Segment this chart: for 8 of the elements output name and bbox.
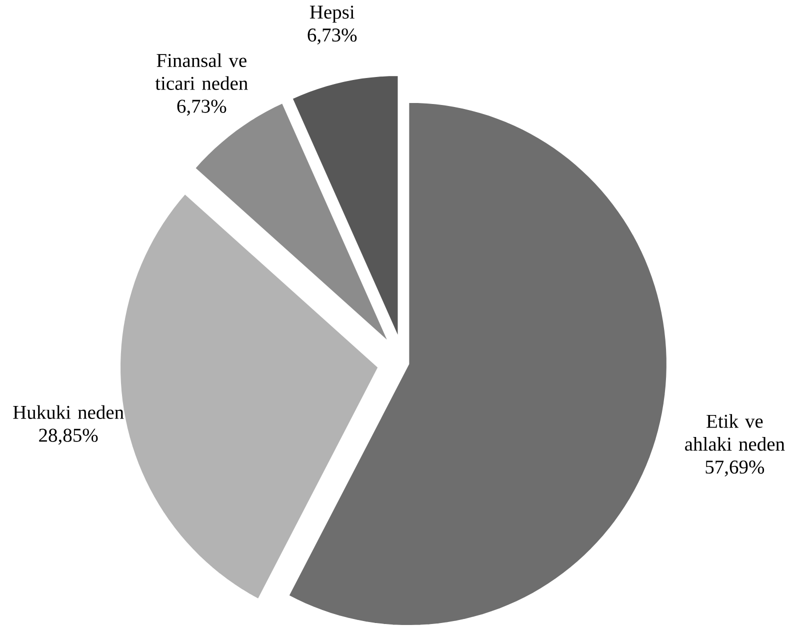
slice-label: Hepsi: [310, 6, 354, 23]
slice-label: Etik ve ahlaki neden: [685, 414, 785, 451]
data-label: 28,85%: [39, 428, 98, 445]
slice-label: Hukuki neden: [13, 405, 124, 419]
data-label: 6,73%: [308, 28, 357, 44]
slice-label: Finansal ve ticari neden: [155, 53, 248, 90]
data-label: 6,73%: [177, 100, 226, 116]
data-label: 57,69%: [706, 460, 764, 476]
